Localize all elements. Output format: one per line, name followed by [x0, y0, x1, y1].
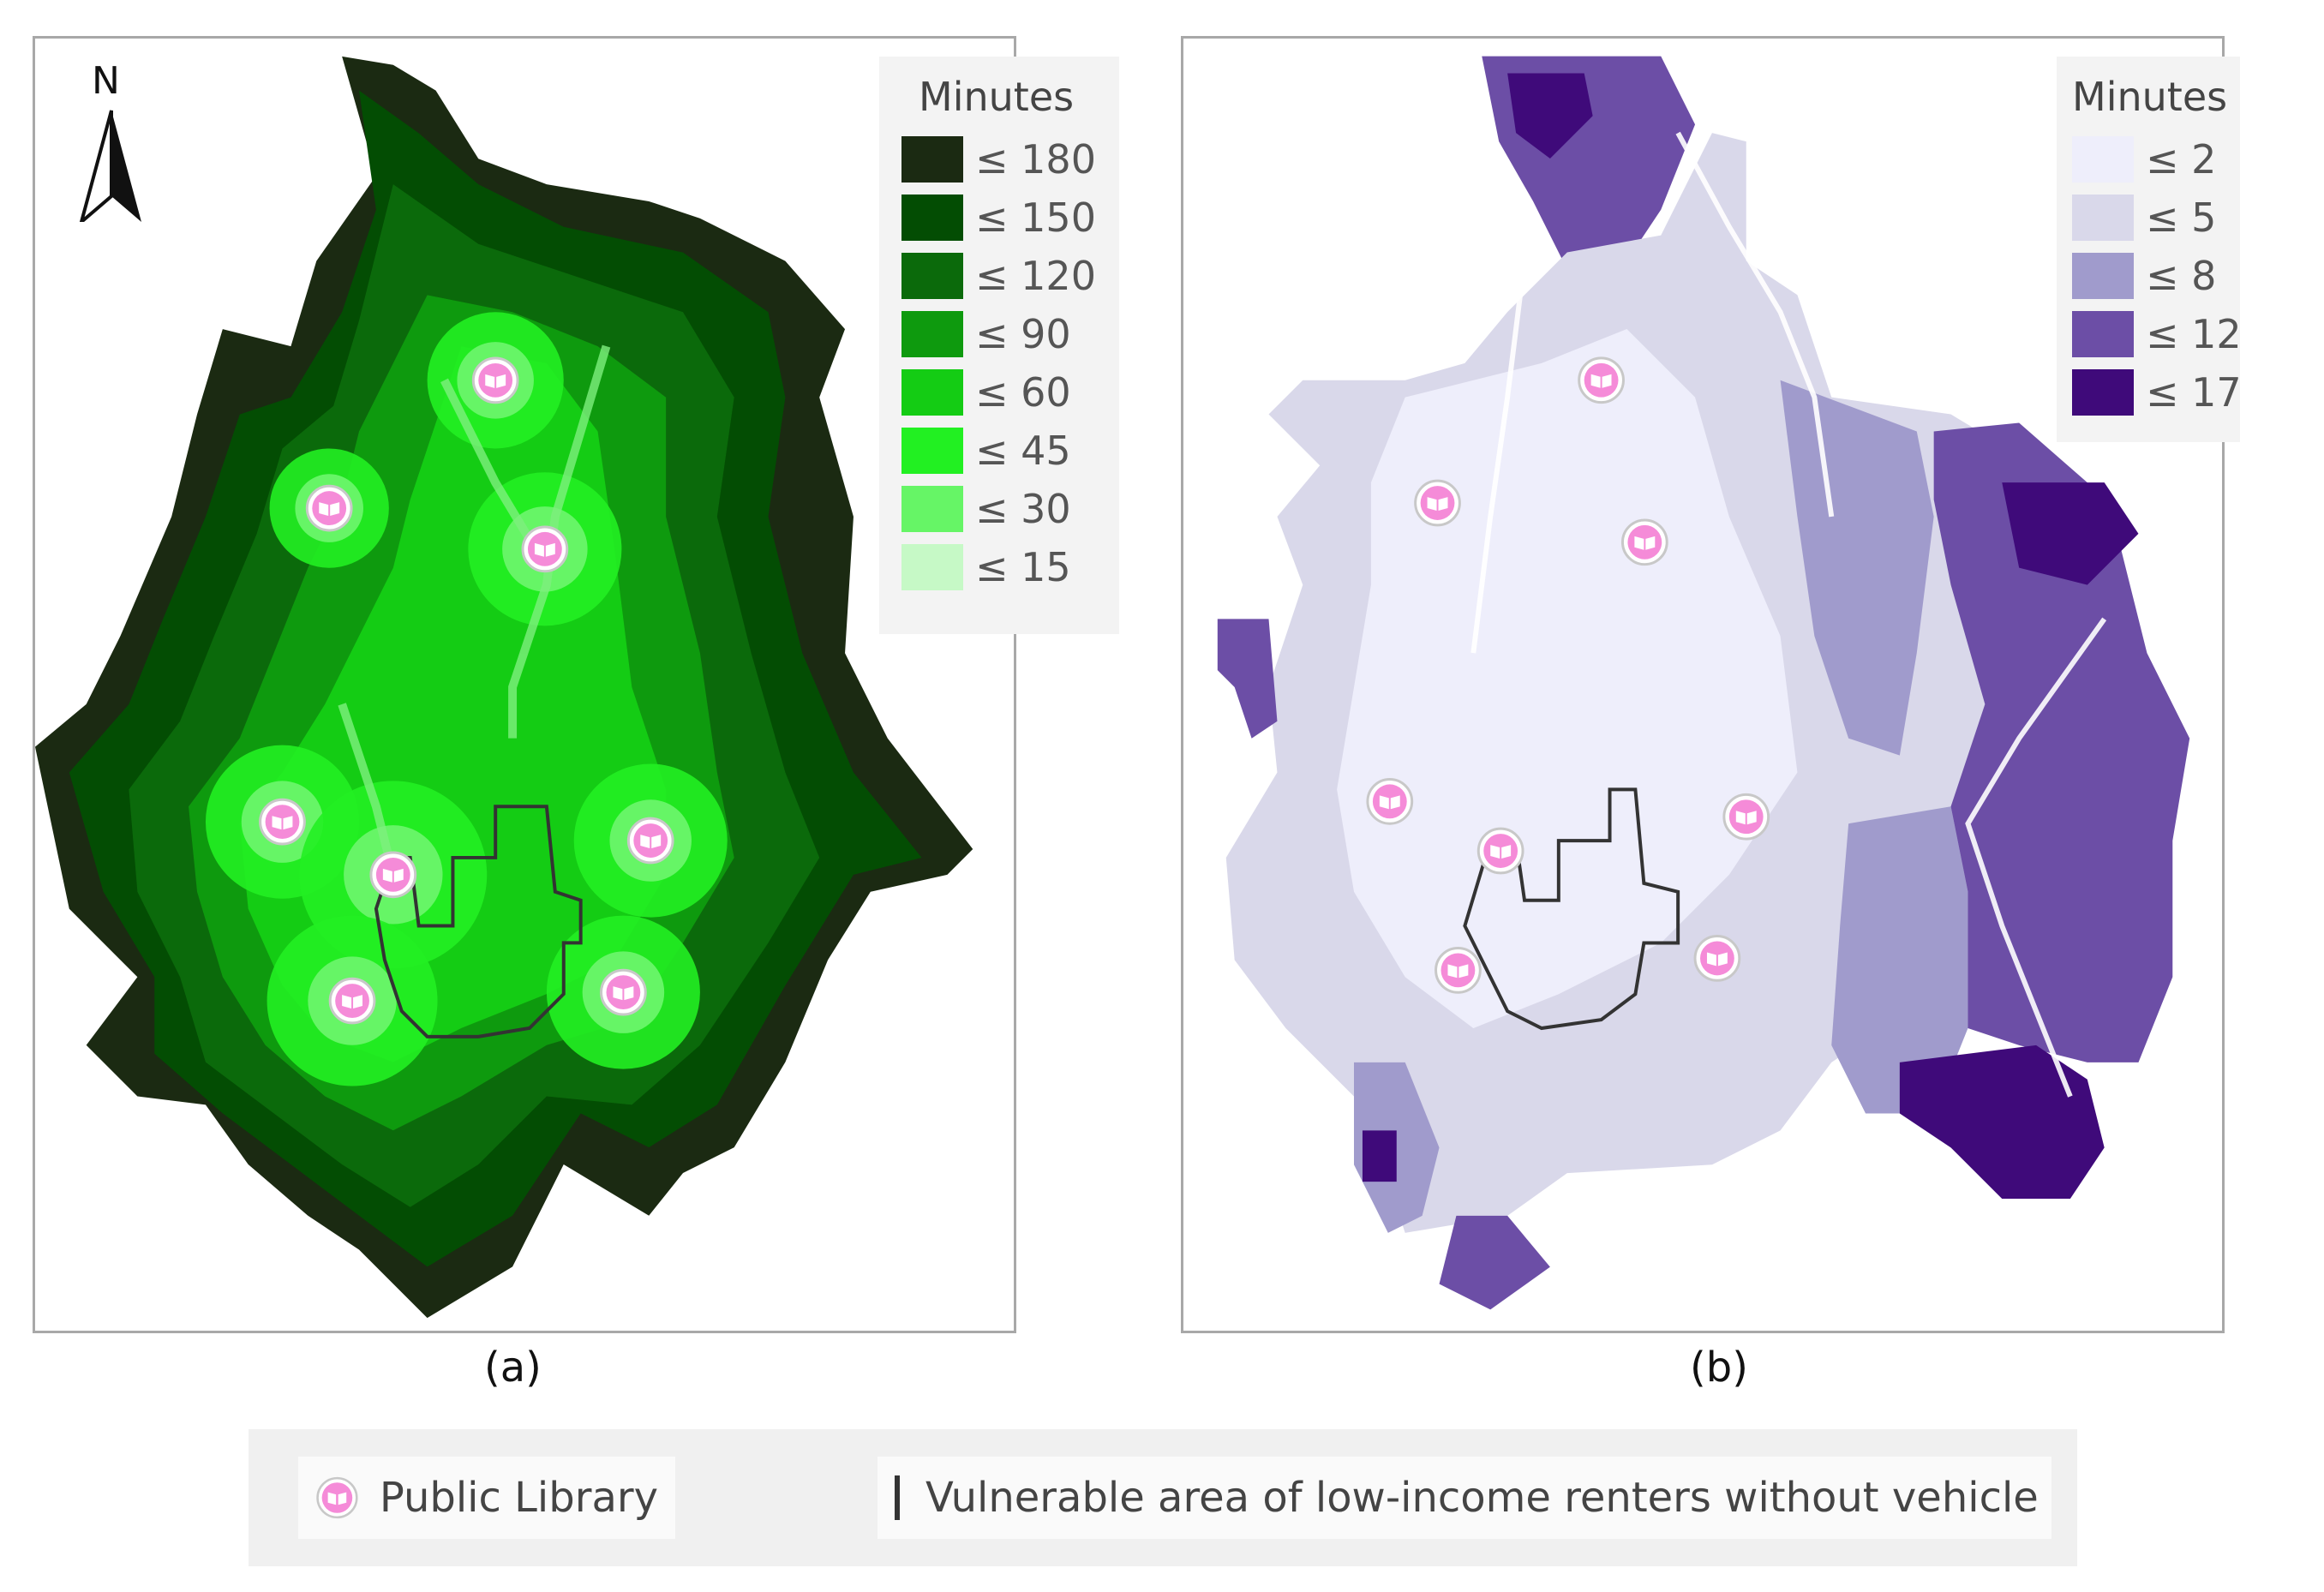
library-marker [1435, 946, 1482, 994]
region-b-mid-2 [1831, 806, 1968, 1114]
legend-b-item-row: ≤ 8 [2072, 247, 2223, 305]
region-b-east [1933, 422, 2190, 1062]
legend-b-item-label: ≤ 12 [2146, 311, 2242, 357]
vulnerable-area-outline-b [1463, 787, 1680, 1031]
region-b-east-dark [2002, 482, 2139, 585]
legend-a-item-row: ≤ 120 [901, 247, 1102, 305]
region-b-west [1217, 619, 1278, 739]
legend-b-item-label: ≤ 17 [2146, 369, 2242, 416]
legend-b-item-swatch [2072, 311, 2134, 357]
library-marker [626, 817, 674, 865]
region-b-mid [1780, 380, 1934, 756]
road-lines-b [1470, 131, 2107, 1098]
legend-a-item-label: ≤ 30 [975, 486, 1071, 532]
region-b-mid-3 [1354, 1062, 1440, 1233]
legend-b-item-row: ≤ 5 [2072, 189, 2223, 247]
library-marker [1476, 827, 1524, 875]
travel-time-map-b [1217, 56, 2190, 1310]
region-b-south [1439, 1215, 1550, 1310]
legend-b-item-swatch [2072, 136, 2134, 183]
legend-a-item-row: ≤ 90 [901, 305, 1102, 363]
legend-a-item-row: ≤ 15 [901, 538, 1102, 596]
legend-a-item-row: ≤ 30 [901, 480, 1102, 538]
open-book-icon [316, 1476, 358, 1519]
legend-b-item-label: ≤ 8 [2146, 253, 2217, 299]
library-marker [1693, 935, 1741, 982]
library-marker [369, 851, 417, 899]
library-marker [328, 977, 376, 1025]
legend-a-rows: ≤ 180 ≤ 150 ≤ 120 ≤ 90 ≤ 60 ≤ 45 ≤ 30 ≤ 15 [901, 130, 1102, 596]
legend-b-item-row: ≤ 12 [2072, 305, 2242, 363]
region-b-southeast-dark [1899, 1044, 2105, 1200]
library-markers-a [259, 356, 674, 1025]
region-b-north-dark [1507, 73, 1593, 159]
legend-item-library: Public Library [298, 1457, 675, 1539]
legend-b-rows: ≤ 2 ≤ 5 ≤ 8 ≤ 12 ≤ 17 [2072, 130, 2242, 422]
legend-b-item-row: ≤ 2 [2072, 130, 2223, 189]
library-marker [600, 968, 647, 1016]
legend-b-item-swatch [2072, 195, 2134, 241]
library-marker [521, 525, 569, 573]
caption-b: (b) [1690, 1344, 1748, 1392]
caption-a: (a) [484, 1344, 542, 1392]
legend-a-box: Minutes ≤ 180 ≤ 150 ≤ 120 ≤ 90 ≤ 60 ≤ 45 ≤ 30 ≤… [879, 57, 1119, 634]
library-marker [1722, 793, 1770, 841]
legend-a-item-label: ≤ 180 [975, 136, 1096, 183]
legend-a-item-label: ≤ 15 [975, 544, 1071, 590]
map-panel-b [1181, 36, 2225, 1333]
north-label: N [92, 59, 120, 103]
legend-vulnerable-label: Vulnerable area of low-income renters wi… [925, 1474, 2039, 1522]
legend-a-item-row: ≤ 45 [901, 422, 1102, 480]
legend-a-item-swatch [901, 195, 963, 241]
library-marker [471, 356, 519, 404]
legend-a-item-label: ≤ 60 [975, 369, 1071, 416]
legend-b-item-row: ≤ 17 [2072, 363, 2242, 422]
legend-b-item-label: ≤ 2 [2146, 136, 2217, 183]
legend-a-item-swatch [901, 136, 963, 183]
map-panel-a: N [33, 36, 1016, 1333]
legend-a-item-label: ≤ 45 [975, 428, 1071, 474]
legend-library-label: Public Library [379, 1474, 658, 1522]
legend-b-item-label: ≤ 5 [2146, 195, 2217, 241]
legend-a-item-label: ≤ 150 [975, 195, 1096, 241]
legend-a-item-label: ≤ 90 [975, 311, 1071, 357]
legend-a-item-swatch [901, 311, 963, 357]
region-b-southwest-dark [1362, 1130, 1397, 1182]
library-marker [1620, 518, 1668, 566]
legend-a-item-swatch [901, 544, 963, 590]
vulnerable-area-outline-a [374, 805, 583, 1038]
north-arrow-icon: N [73, 59, 150, 222]
library-marker [1366, 777, 1414, 825]
legend-a-title: Minutes [919, 74, 1075, 120]
legend-item-vulnerable-area: Vulnerable area of low-income renters wi… [877, 1457, 2051, 1539]
bottom-legend: Public Library Vulnerable area of low-in… [249, 1429, 2077, 1566]
library-marker [305, 484, 353, 532]
legend-b-item-swatch [2072, 369, 2134, 416]
library-marker [259, 798, 306, 846]
legend-a-item-swatch [901, 428, 963, 474]
library-marker [1578, 356, 1625, 404]
legend-b-title: Minutes [2072, 74, 2228, 120]
legend-a-item-row: ≤ 150 [901, 189, 1102, 247]
legend-b-item-swatch [2072, 253, 2134, 299]
vulnerable-area-swatch [895, 1475, 900, 1520]
legend-a-item-swatch [901, 486, 963, 532]
library-marker [1414, 479, 1461, 527]
legend-a-item-label: ≤ 120 [975, 253, 1096, 299]
travel-time-map-a [35, 56, 973, 1319]
legend-b-box: Minutes ≤ 2 ≤ 5 ≤ 8 ≤ 12 ≤ 17 [2057, 57, 2242, 442]
legend-a-item-row: ≤ 180 [901, 130, 1102, 189]
legend-a-item-row: ≤ 60 [901, 363, 1102, 422]
library-markers-b [1366, 356, 1770, 994]
legend-a-item-swatch [901, 369, 963, 416]
legend-a-item-swatch [901, 253, 963, 299]
